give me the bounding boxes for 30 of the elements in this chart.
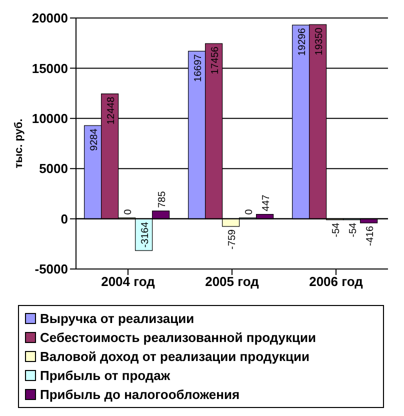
data-label: 17456 [210, 46, 221, 74]
y-tick-label: -5000 [34, 262, 68, 277]
data-label: 0 [122, 208, 134, 215]
data-label: -3164 [140, 222, 151, 248]
legend-label: Выручка от реализации [40, 310, 194, 328]
data-label: 785 [156, 190, 168, 208]
data-label: 447 [260, 194, 272, 212]
legend-label: Прибыль от продаж [40, 367, 170, 385]
data-label: -54 [330, 222, 342, 238]
y-tick-label: 5000 [39, 161, 68, 176]
y-tick-label: 15000 [32, 60, 68, 76]
y-tick-label: 20000 [32, 10, 68, 26]
x-tick-label: 2005 год [205, 274, 260, 290]
data-label: 19350 [314, 27, 325, 56]
y-tick-label: 0 [60, 211, 68, 226]
data-label: -416 [364, 226, 376, 246]
y-tick-label: 10000 [32, 111, 68, 126]
data-label: 9284 [88, 128, 100, 151]
legend-label: Себестоимость реализованной продукции [40, 329, 316, 347]
data-label: 19296 [296, 28, 308, 56]
x-tick-label: 2004 год [101, 274, 156, 290]
data-label: -759 [226, 228, 238, 250]
x-tick-label: 2006 год [309, 274, 364, 290]
legend-label: Прибыль до налогообложения [40, 386, 240, 404]
y-axis-title: тыс. руб. [12, 118, 25, 168]
data-label: 0 [244, 208, 255, 215]
data-label: -54 [348, 222, 359, 238]
data-label: 16697 [192, 54, 204, 82]
legend-label: Валовой доход от реализации продукции [40, 348, 310, 366]
data-label: 12448 [106, 96, 117, 125]
